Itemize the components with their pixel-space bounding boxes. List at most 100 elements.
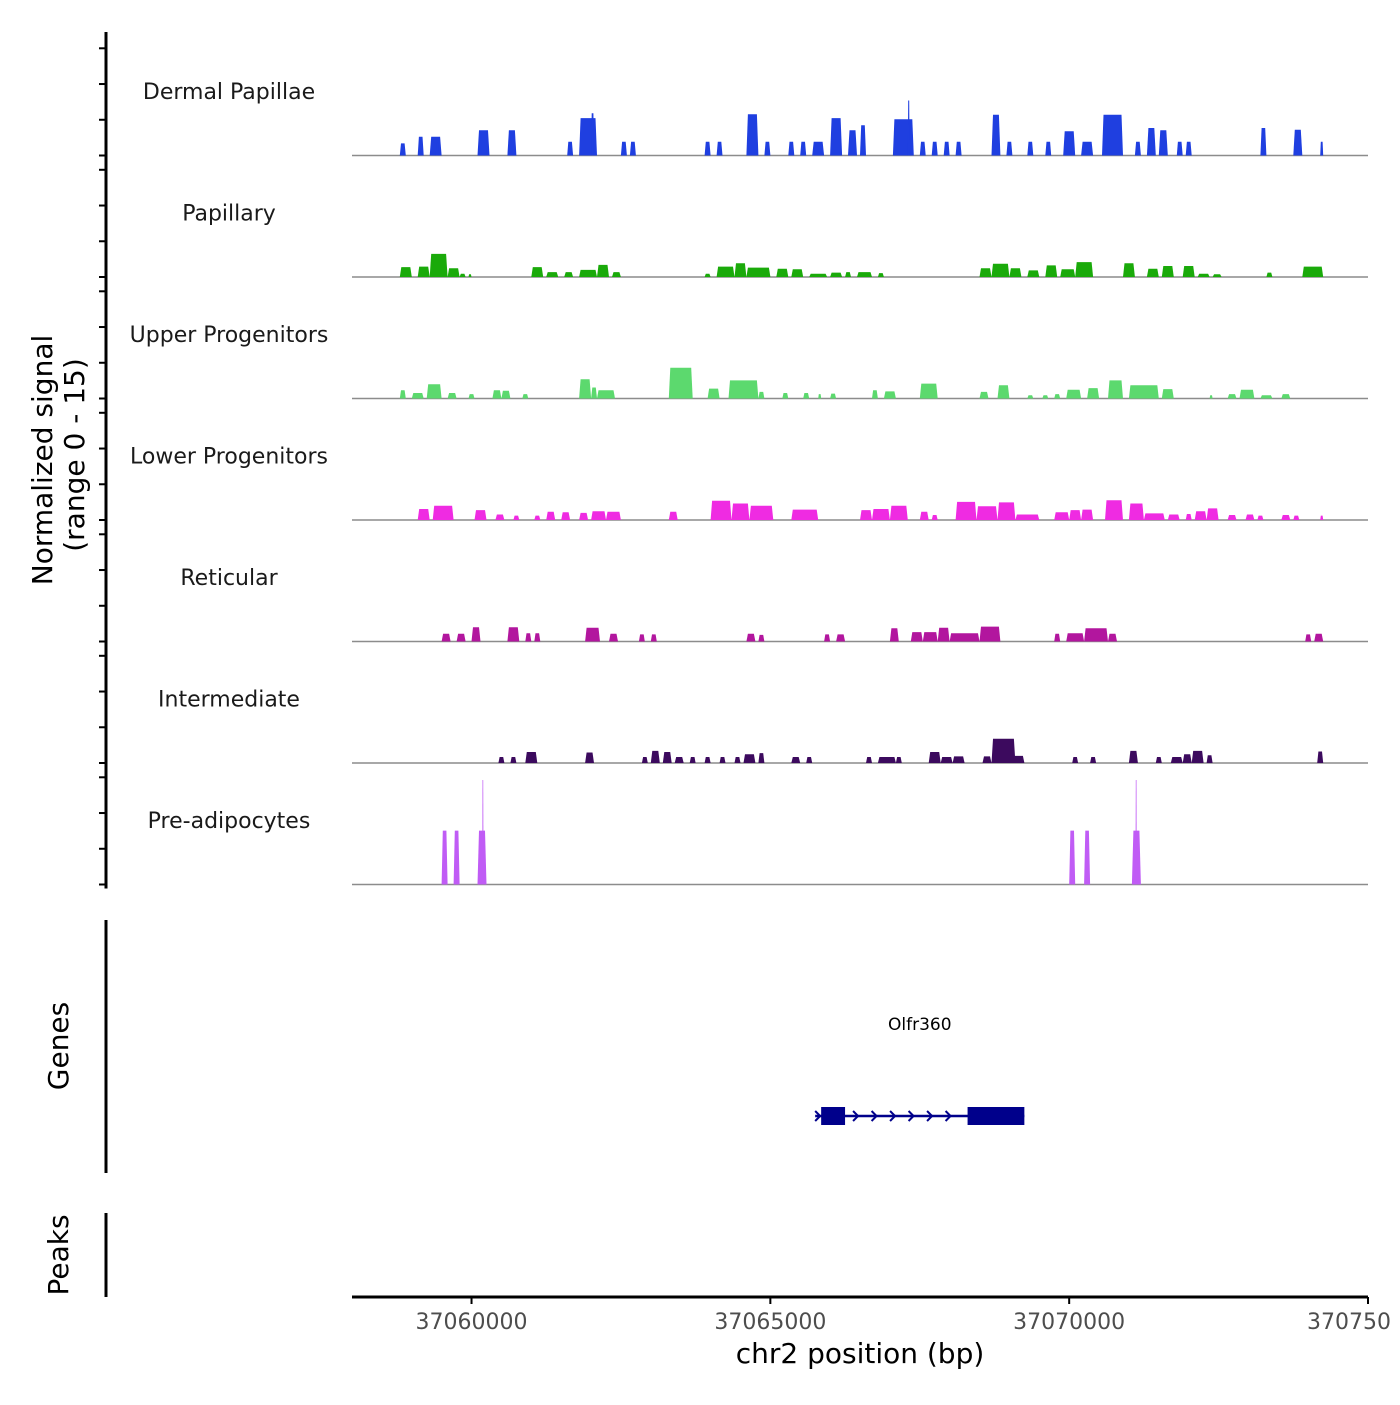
track-label: Dermal Papillae [143, 80, 315, 105]
signal-peak [746, 114, 759, 156]
x-tick-label: 370750 [1307, 1310, 1391, 1335]
genes-panel: Olfr360 [104, 920, 1025, 1173]
signal-peak [531, 267, 544, 277]
signal-peak [746, 633, 756, 642]
signal-peak [1009, 268, 1022, 277]
y-axis-title: Normalized signal [26, 335, 59, 586]
signal-peak [907, 100, 910, 156]
track-lower-progenitors: Lower Progenitors [130, 445, 1368, 521]
signal-peak [997, 385, 1010, 399]
signal-peak [597, 390, 615, 399]
signal-peak [417, 509, 430, 520]
signal-peak [940, 757, 953, 763]
signal-peak [788, 141, 795, 156]
signal-peak [534, 515, 541, 520]
signal-peak [976, 506, 998, 520]
signal-peak [447, 268, 460, 277]
signal-peak [689, 757, 696, 763]
signal-peak [1135, 780, 1137, 885]
x-axis: 37060000 37065000 37070000 370750 [352, 1295, 1391, 1335]
signal-peak [1245, 514, 1255, 520]
signal-peak [456, 633, 466, 642]
signal-peak [758, 391, 765, 399]
coverage-tracks: Dermal Papillae Papillary Upper Progenitor… [130, 80, 1368, 886]
signal-peak [1209, 395, 1213, 399]
signal-peak [1293, 515, 1300, 520]
strand-arrow-icon [907, 1110, 915, 1122]
signal-peak [612, 272, 621, 277]
signal-peak [435, 142, 439, 156]
signal-peak [1087, 388, 1100, 399]
x-tick-label: 37065000 [714, 1310, 826, 1335]
track-reticular: Reticular [180, 566, 1368, 643]
signal-peak [662, 752, 672, 763]
signal-peak [399, 143, 406, 156]
signal-peak [591, 387, 597, 399]
signal-peak [734, 263, 747, 277]
signal-peak [668, 511, 678, 520]
signal-peak [1281, 515, 1291, 520]
signal-peak [417, 266, 430, 277]
signal-peak [579, 269, 597, 277]
signal-peak [1090, 757, 1097, 763]
signal-peak [1143, 513, 1165, 520]
signal-peak [1320, 515, 1324, 520]
signal-peak [949, 633, 980, 642]
signal-peak [1069, 830, 1076, 885]
signal-peak [922, 632, 938, 642]
signal-peak [1045, 265, 1058, 277]
signal-peak [429, 136, 442, 156]
signal-peak [492, 390, 502, 399]
signal-peak [1239, 389, 1255, 399]
gene-label: Olfr360 [888, 1015, 952, 1035]
signal-peak [1060, 269, 1076, 277]
x-tick-label: 37070000 [1013, 1310, 1125, 1335]
signal-peak [928, 752, 941, 763]
signal-peak [979, 391, 989, 399]
signal-peak [889, 628, 899, 642]
signal-peak [1108, 380, 1123, 399]
gene-olfr360: Olfr360 [814, 1015, 1025, 1125]
signal-peak [513, 515, 520, 520]
signal-peak [1128, 750, 1138, 763]
signal-peak [1194, 511, 1207, 520]
signal-peak [872, 509, 890, 520]
signal-peak [510, 757, 517, 763]
signal-peak [1081, 509, 1094, 520]
signal-peak [579, 512, 589, 520]
signal-peak [1158, 130, 1168, 156]
signal-peak [495, 514, 505, 520]
signal-peak [1108, 633, 1117, 642]
signal-peak [1293, 129, 1303, 156]
signal-peak [1317, 751, 1324, 763]
signal-peak [453, 830, 460, 885]
signal-peak [1185, 514, 1192, 520]
signal-peak [1027, 395, 1034, 399]
track-intermediate: Intermediate [158, 688, 1368, 764]
signal-peak [579, 379, 592, 399]
track-papillary: Papillary [182, 202, 1368, 278]
signal-peak [782, 393, 789, 399]
signal-peak [1185, 141, 1192, 156]
signal-peak [591, 113, 594, 156]
track-label: Lower Progenitors [130, 445, 328, 470]
signal-peak [1072, 757, 1079, 763]
signal-peak [468, 394, 475, 399]
signal-peak [704, 757, 711, 763]
signal-peak [1167, 514, 1180, 520]
signal-peak [650, 634, 657, 642]
signal-peak [1054, 512, 1070, 520]
signal-peak [441, 633, 451, 642]
signal-peak [791, 509, 819, 520]
signal-peak [522, 394, 529, 399]
signal-peak [704, 273, 711, 277]
signal-peak [1102, 114, 1123, 156]
signal-peak [1191, 750, 1204, 763]
signal-peak [668, 367, 693, 399]
signal-peak [734, 757, 741, 763]
signal-peak [597, 264, 609, 277]
signal-peak [1197, 273, 1210, 277]
signal-peak [716, 141, 723, 156]
signal-peak [638, 634, 645, 642]
